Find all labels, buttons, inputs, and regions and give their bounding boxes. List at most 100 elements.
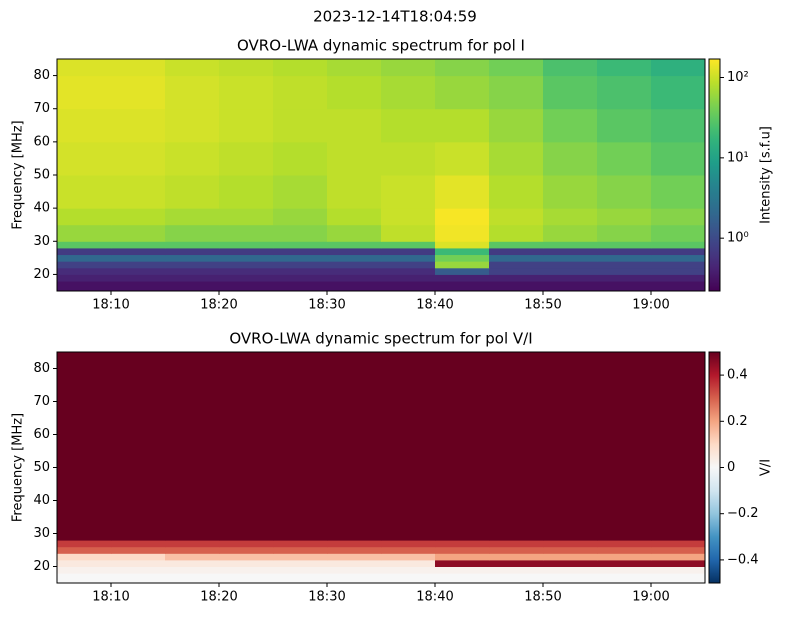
heatmap-cell (651, 401, 706, 435)
heatmap-cell (597, 141, 652, 176)
heatmap-cell (273, 368, 328, 402)
y-tick-label: 30 (33, 234, 50, 249)
heatmap-cell (273, 261, 328, 269)
heatmap-cell (57, 224, 112, 242)
x-tick-label: 19:00 (632, 298, 669, 313)
heatmap-cell (543, 59, 598, 77)
heatmap-cell (111, 261, 166, 269)
heatmap-cell (165, 261, 220, 269)
heatmap-cell (219, 267, 274, 275)
heatmap-cell (435, 573, 490, 584)
heatmap-cell (651, 281, 706, 292)
heatmap-cell (219, 566, 274, 574)
heatmap-cell (111, 500, 166, 518)
heatmap-cell (111, 241, 166, 249)
colorbar-tick-label: 10¹ (727, 150, 749, 165)
x-tick-label: 19:00 (632, 590, 669, 605)
colorbar-tick-label: 0.2 (727, 414, 748, 429)
heatmap-cell (381, 208, 436, 226)
heatmap-cell (57, 267, 112, 275)
heatmap-cell (597, 566, 652, 574)
y-axis-label: Frequency [MHz] (11, 413, 26, 522)
heatmap-cell (489, 533, 544, 541)
heatmap-cell (165, 559, 220, 567)
heatmap-cell (651, 500, 706, 518)
heatmap-cell (165, 208, 220, 226)
heatmap-cell (57, 175, 112, 209)
heatmap-cell (435, 274, 490, 282)
heatmap-cell (543, 352, 598, 369)
heatmap-cell (381, 566, 436, 574)
heatmap-cell (381, 141, 436, 176)
heatmap-cell (219, 559, 274, 567)
heatmap-cell (435, 175, 490, 209)
heatmap-cell (219, 546, 274, 554)
heatmap-cell (327, 352, 382, 369)
heatmap-cell (381, 553, 436, 561)
heatmap-cell (327, 108, 382, 143)
y-tick-label: 50 (33, 460, 50, 475)
heatmap-cell (165, 368, 220, 402)
heatmap-cell (435, 434, 490, 468)
heatmap-cell (489, 500, 544, 518)
colorbar-label: V/I (759, 459, 774, 476)
heatmap-cell (111, 254, 166, 262)
heatmap-cell (381, 281, 436, 292)
figure-title: 2023-12-14T18:04:59 (313, 8, 477, 26)
heatmap-cell (165, 281, 220, 292)
heatmap-cell (381, 540, 436, 548)
heatmap-cell (597, 401, 652, 435)
heatmap-cell (651, 546, 706, 554)
heatmap-cell (111, 75, 166, 110)
heatmap-cell (111, 533, 166, 541)
heatmap-cell (273, 566, 328, 574)
heatmap-cell (57, 261, 112, 269)
heatmap-cell (165, 546, 220, 554)
heatmap-cell (219, 59, 274, 77)
heatmap-cell (165, 467, 220, 501)
heatmap-cell (435, 553, 490, 561)
heatmap-cell (381, 500, 436, 518)
heatmap-cell (111, 175, 166, 209)
heatmap-cell (111, 467, 166, 501)
heatmap-cell (489, 573, 544, 584)
heatmap-cell (651, 559, 706, 567)
heatmap-cell (597, 434, 652, 468)
heatmap-cell (273, 553, 328, 561)
x-tick-label: 18:10 (92, 590, 129, 605)
heatmap-cell (111, 59, 166, 77)
x-tick-label: 18:30 (308, 298, 345, 313)
heatmap-cell (57, 540, 112, 548)
heatmap-cell (165, 241, 220, 249)
heatmap-cell (57, 281, 112, 292)
heatmap-cell (435, 254, 490, 262)
heatmap-cell (273, 281, 328, 292)
heatmap-cell (165, 274, 220, 282)
heatmap-cell (111, 553, 166, 561)
heatmap-cell (327, 247, 382, 256)
heatmap-cell (381, 254, 436, 262)
heatmap-cell (165, 553, 220, 561)
heatmap-cell (651, 75, 706, 110)
heatmap-cell (543, 261, 598, 269)
heatmap-cell (489, 546, 544, 554)
heatmap-cell (273, 533, 328, 541)
x-tick-label: 18:40 (416, 590, 453, 605)
heatmap-cell (273, 573, 328, 584)
heatmap-cell (273, 517, 328, 534)
heatmap-cell (543, 517, 598, 534)
y-tick-label: 70 (33, 101, 50, 116)
heatmap-cell (219, 175, 274, 209)
heatmap-cell (489, 208, 544, 226)
heatmap-cell (57, 434, 112, 468)
heatmap-cell (219, 281, 274, 292)
heatmap-cell (435, 141, 490, 176)
heatmap-cell (597, 261, 652, 269)
y-tick-label: 60 (33, 134, 50, 149)
heatmap-cell (489, 224, 544, 242)
y-tick-label: 40 (33, 201, 50, 216)
heatmap-cell (327, 559, 382, 567)
x-tick-label: 18:50 (524, 298, 561, 313)
heatmap-cell (435, 224, 490, 242)
heatmap-cell (165, 175, 220, 209)
